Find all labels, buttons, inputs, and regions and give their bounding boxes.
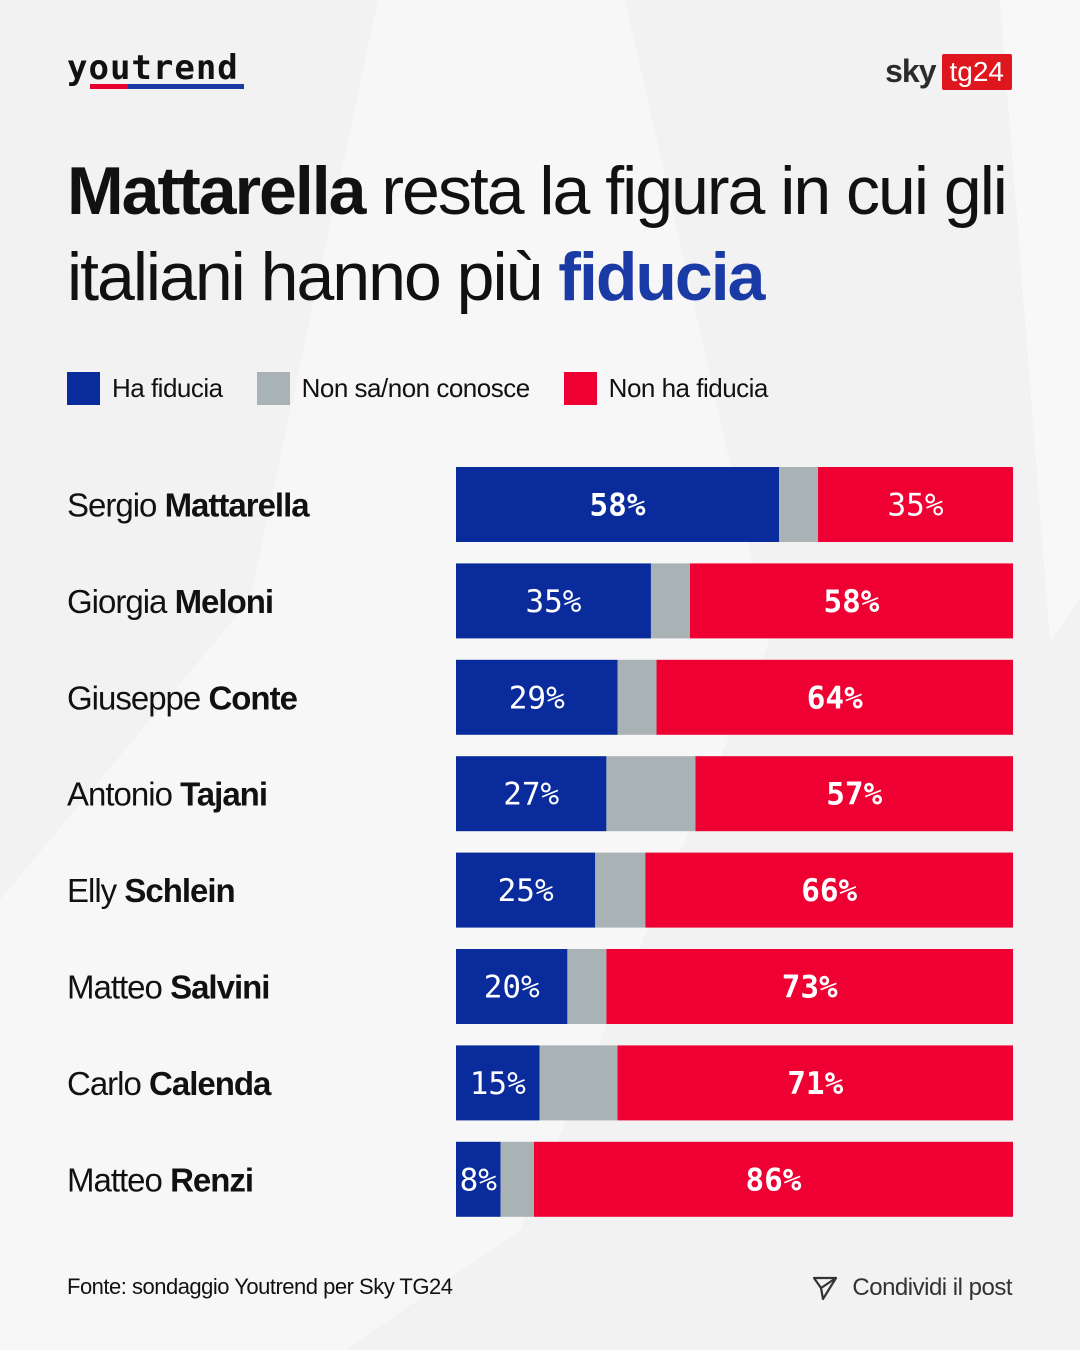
data-label-trust: 58% — [590, 488, 646, 524]
category-label: Elly Schlein — [67, 872, 235, 909]
bar-segment-trust — [456, 467, 780, 542]
category-first-name: Giuseppe — [67, 679, 208, 716]
category-label: Antonio Tajani — [67, 776, 267, 813]
legend-label-distrust: Non ha fiducia — [608, 373, 769, 403]
data-label-trust: 29% — [509, 680, 565, 716]
category-first-name: Sergio — [67, 487, 165, 524]
category-label: Matteo Salvini — [67, 969, 269, 1006]
page-title: Mattarella resta la figura in cui gli it… — [67, 148, 1027, 320]
chart-legend: Ha fiducia Non sa/non conosce Non ha fid… — [67, 372, 802, 405]
category-first-name: Carlo — [67, 1065, 149, 1102]
category-last-name: Renzi — [170, 1161, 253, 1198]
share-label: Condividi il post — [852, 1274, 1012, 1301]
data-label-trust: 8% — [460, 1162, 498, 1198]
category-first-name: Matteo — [67, 1161, 170, 1198]
bar-segment-distrust — [606, 949, 1013, 1024]
tg24-badge: tg24 — [941, 53, 1012, 90]
bar-segment-unsure — [500, 1141, 534, 1217]
bar-segment-unsure — [650, 563, 690, 639]
bar-segment-distrust — [656, 659, 1013, 735]
category-last-name: Meloni — [175, 583, 274, 620]
legend-label-unsure: Non sa/non conosce — [301, 373, 531, 403]
legend-swatch-trust — [67, 372, 100, 405]
data-label-distrust: 73% — [782, 970, 838, 1006]
youtrend-logo-underline — [90, 84, 244, 89]
bar-segment-trust — [456, 1141, 501, 1217]
share-post-link[interactable]: Condividi il post — [812, 1274, 1012, 1302]
category-first-name: Antonio — [67, 776, 180, 813]
source-note: Fonte: sondaggio Youtrend per Sky TG24 — [67, 1274, 453, 1299]
category-label: Giuseppe Conte — [67, 679, 298, 716]
bar-segment-trust — [456, 659, 618, 735]
bar-segment-trust — [456, 852, 596, 928]
data-label-trust: 35% — [525, 584, 581, 620]
title-bold-lead: Mattarella — [67, 153, 366, 229]
data-label-trust: 25% — [498, 873, 554, 909]
bar-segment-distrust — [645, 852, 1013, 928]
category-label: Giorgia Meloni — [67, 583, 273, 620]
category-label: Sergio Mattarella — [67, 487, 310, 524]
bar-segment-trust — [456, 756, 607, 832]
legend-item-unsure: Non sa/non conosce — [256, 372, 531, 405]
bar-segment-unsure — [779, 467, 819, 542]
bar-segment-distrust — [533, 1141, 1013, 1217]
category-last-name: Schlein — [124, 872, 234, 909]
bar-segment-distrust — [617, 1045, 1013, 1121]
bar-segment-trust — [456, 1045, 540, 1121]
category-last-name: Calenda — [149, 1065, 272, 1102]
category-first-name: Giorgia — [67, 583, 175, 620]
category-first-name: Elly — [67, 872, 124, 909]
bar-segment-unsure — [567, 949, 607, 1024]
bar-segment-distrust — [689, 563, 1013, 639]
category-last-name: Conte — [208, 679, 297, 716]
data-label-distrust: 58% — [823, 584, 879, 620]
data-label-distrust: 66% — [801, 873, 857, 909]
legend-swatch-distrust — [563, 372, 597, 405]
bar-segment-distrust — [695, 756, 1013, 832]
bar-segment-unsure — [606, 756, 696, 832]
data-label-trust: 27% — [503, 777, 559, 813]
send-icon — [813, 1276, 838, 1301]
legend-label-trust: Ha fiducia — [112, 373, 223, 403]
youtrend-logo: youtrend — [67, 48, 239, 88]
data-label-trust: 20% — [484, 970, 540, 1006]
legend-swatch-unsure — [256, 372, 290, 405]
data-label-distrust: 64% — [807, 680, 863, 716]
category-last-name: Tajani — [180, 776, 267, 813]
data-label-trust: 15% — [470, 1066, 526, 1102]
data-label-distrust: 57% — [826, 777, 882, 813]
legend-item-distrust: Non ha fiducia — [563, 372, 769, 405]
bar-segment-trust — [456, 563, 651, 639]
title-middle: resta la figura in cui gli italiani hann… — [67, 153, 1008, 315]
data-label-distrust: 71% — [787, 1066, 843, 1102]
bar-segment-unsure — [595, 852, 646, 928]
category-last-name: Salvini — [170, 969, 269, 1006]
legend-item-trust: Ha fiducia — [67, 372, 223, 405]
category-last-name: Mattarella — [165, 487, 311, 524]
bar-segment-unsure — [617, 659, 657, 735]
category-label: Matteo Renzi — [67, 1161, 253, 1198]
skytg24-logo: sky tg24 — [885, 53, 1012, 90]
title-highlight: fiducia — [558, 239, 765, 315]
bar-segment-distrust — [818, 467, 1013, 542]
data-label-distrust: 35% — [888, 488, 944, 524]
data-label-distrust: 86% — [745, 1162, 801, 1198]
category-label: Carlo Calenda — [67, 1065, 272, 1102]
sky-wordmark: sky — [885, 53, 936, 89]
bar-segment-trust — [456, 949, 568, 1024]
bar-segment-unsure — [539, 1045, 618, 1121]
category-first-name: Matteo — [67, 969, 170, 1006]
